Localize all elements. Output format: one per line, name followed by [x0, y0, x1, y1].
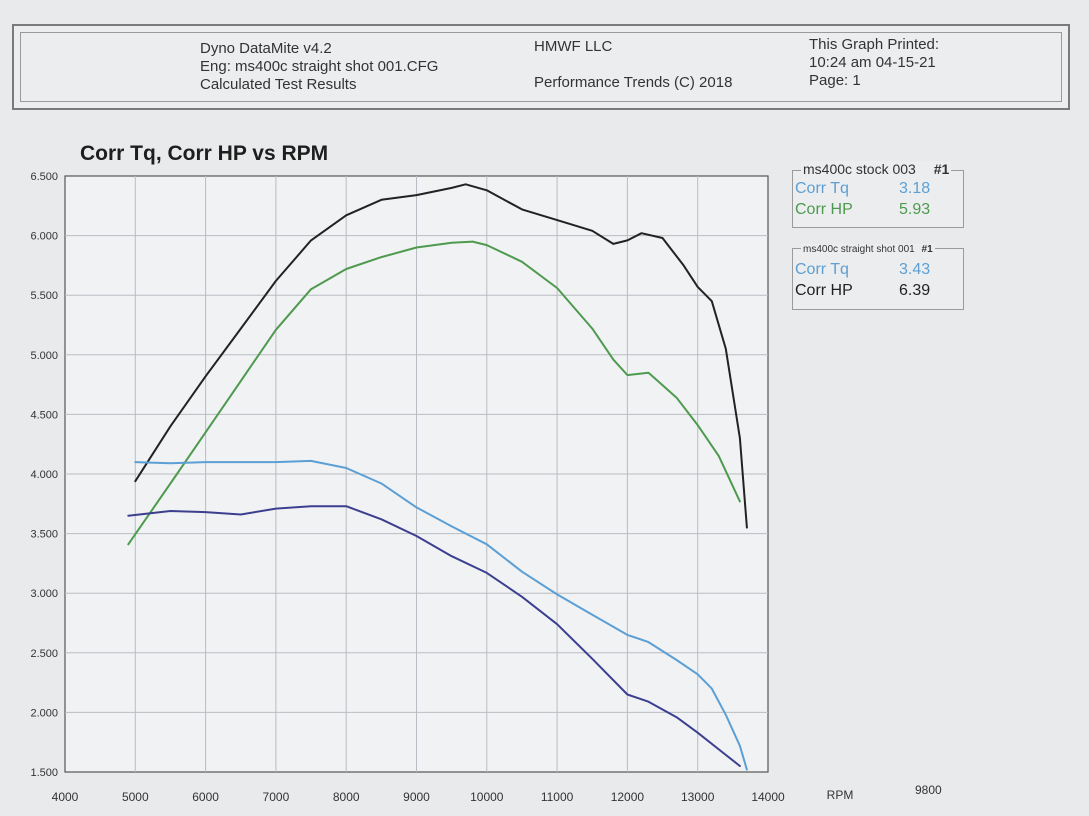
legend-stock-hp-value: 5.93 [899, 201, 931, 218]
y-tick-label: 4.000 [30, 469, 58, 481]
legend-stock-header: ms400c stock 003 #1 [801, 161, 952, 177]
y-tick-label: 5.000 [30, 350, 58, 362]
y-tick-label: 4.500 [30, 409, 58, 421]
legend-stock-tq-label: Corr Tq [795, 180, 849, 197]
x-tick-label: 5000 [122, 790, 149, 804]
legend-ss-tq-label: Corr Tq [795, 261, 849, 278]
series-line-ms400c-stock-003-corr-hp [127, 240, 741, 546]
x-tick-label: 8000 [333, 790, 360, 804]
legend-ss-hp: Corr HP 6.39 [795, 282, 930, 300]
print-line-3: Page: 1 [809, 72, 861, 89]
software-line-3: Calculated Test Results [200, 76, 357, 93]
x-tick-label: 7000 [263, 790, 290, 804]
legend-stock-hp-label: Corr HP [795, 201, 853, 218]
legend-straight-shot: ms400c straight shot 001 #1 Corr Tq 3.43… [792, 244, 964, 310]
company-name: HMWF LLC [534, 38, 613, 55]
y-tick-label: 3.000 [30, 588, 58, 600]
legend-stock: ms400c stock 003 #1 Corr Tq 3.18 Corr HP… [792, 161, 964, 228]
software-info: Dyno DataMite v4.2 Eng: ms400c straight … [200, 40, 438, 94]
y-tick-label: 6.500 [30, 171, 58, 183]
legend-stock-tq: Corr Tq 3.18 [795, 180, 930, 198]
x-axis-label: RPM [827, 788, 854, 802]
legend-stock-run-name: ms400c stock 003 [803, 161, 916, 177]
report-header-inner [20, 32, 1062, 102]
y-tick-label: 2.500 [30, 648, 58, 660]
x-tick-label: 14000 [751, 790, 785, 804]
legend-ss-header: ms400c straight shot 001 #1 [801, 244, 935, 255]
series-line-ms400c-stock-003-corr-tq [127, 505, 741, 767]
y-tick-label: 2.000 [30, 707, 58, 719]
x-tick-label: 6000 [192, 790, 219, 804]
legend-stock-tq-value: 3.18 [899, 180, 931, 197]
company-info: HMWF LLC Performance Trends (C) 2018 [534, 38, 732, 92]
copyright: Performance Trends (C) 2018 [534, 74, 733, 91]
print-info: This Graph Printed: 10:24 am 04-15-21 Pa… [809, 36, 939, 90]
report-header: Dyno DataMite v4.2 Eng: ms400c straight … [12, 24, 1070, 110]
legend-ss-tq-value: 3.43 [899, 261, 931, 278]
series-line-ms400c-straight-shot-001-corr-hp [134, 183, 748, 529]
software-line-1: Dyno DataMite v4.2 [200, 40, 332, 57]
x-tick-label: 10000 [470, 790, 504, 804]
print-line-2: 10:24 am 04-15-21 [809, 54, 936, 71]
x-tick-label: 9000 [403, 790, 430, 804]
x-tick-label: 4000 [52, 790, 79, 804]
chart-title: Corr Tq, Corr HP vs RPM [80, 142, 329, 165]
x-tick-label: 13000 [681, 790, 715, 804]
y-tick-label: 1.500 [30, 767, 58, 779]
legend-ss-run-number: #1 [921, 244, 933, 255]
y-tick-label: 6.000 [30, 231, 58, 243]
legend-ss-run-name: ms400c straight shot 001 [803, 244, 915, 255]
x-tick-label: 11000 [541, 790, 574, 804]
legend-ss-hp-value: 6.39 [899, 282, 931, 299]
legend-stock-hp: Corr HP 5.93 [795, 201, 930, 219]
legend-ss-hp-label: Corr HP [795, 282, 853, 299]
x-tick-label: 12000 [611, 790, 645, 804]
y-tick-label: 3.500 [30, 529, 58, 541]
y-tick-label: 5.500 [30, 290, 58, 302]
legend-ss-tq: Corr Tq 3.43 [795, 261, 930, 279]
print-line-1: This Graph Printed: [809, 36, 940, 53]
series-line-ms400c-straight-shot-001-corr-tq [134, 459, 748, 771]
software-line-2: Eng: ms400c straight shot 001.CFG [200, 58, 439, 75]
rpm-readout: 9800 [915, 783, 942, 797]
legend-stock-run-number: #1 [933, 161, 950, 177]
